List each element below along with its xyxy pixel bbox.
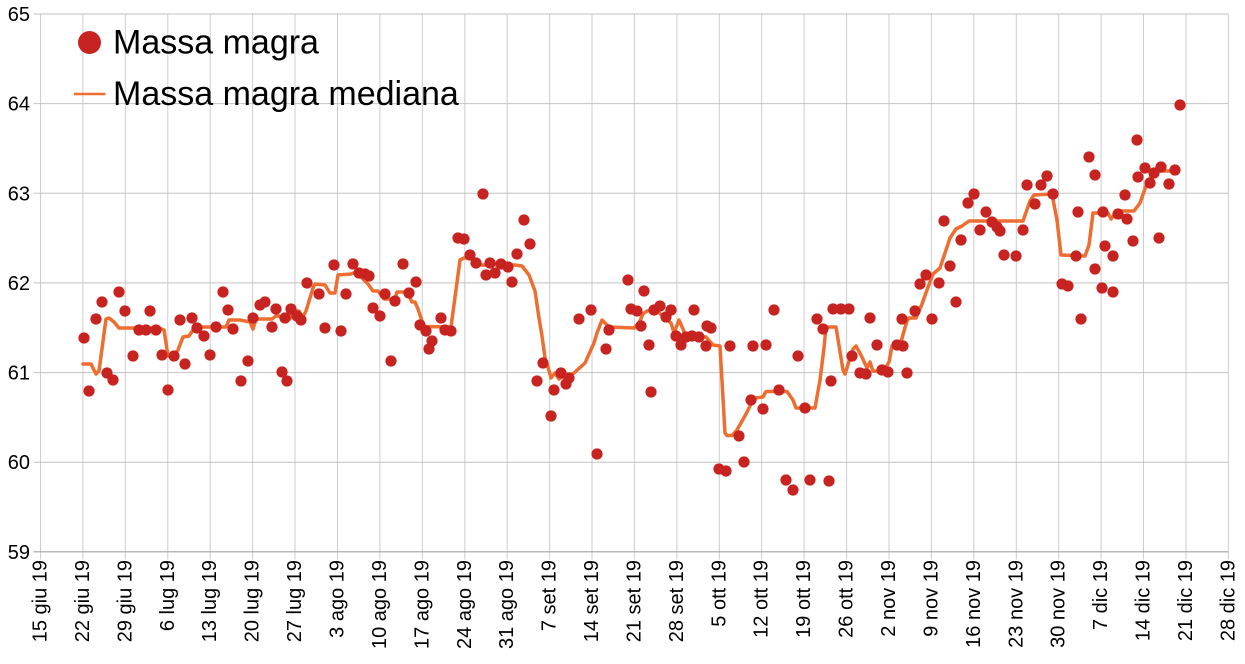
svg-text:24 ago 19: 24 ago 19: [454, 560, 476, 649]
svg-text:27 lug 19: 27 lug 19: [284, 560, 306, 642]
svg-text:17 ago 19: 17 ago 19: [411, 560, 433, 649]
svg-text:29 giu 19: 29 giu 19: [114, 560, 136, 642]
svg-text:21 set 19: 21 set 19: [623, 560, 645, 642]
svg-text:2 nov 19: 2 nov 19: [878, 560, 900, 637]
svg-text:26 ott 19: 26 ott 19: [836, 560, 858, 638]
svg-text:60: 60: [8, 452, 30, 474]
svg-text:14 set 19: 14 set 19: [581, 560, 603, 642]
svg-text:12 ott 19: 12 ott 19: [751, 560, 773, 638]
svg-text:23 nov 19: 23 nov 19: [1005, 560, 1027, 648]
svg-text:Massa magra: Massa magra: [113, 24, 319, 62]
svg-text:61: 61: [8, 363, 30, 385]
svg-text:65: 65: [8, 4, 30, 26]
svg-text:21 dic 19: 21 dic 19: [1175, 560, 1197, 641]
svg-text:64: 64: [8, 94, 30, 116]
svg-text:59: 59: [8, 542, 30, 564]
svg-text:15 giu 19: 15 giu 19: [30, 560, 52, 642]
svg-text:19 ott 19: 19 ott 19: [793, 560, 815, 638]
svg-text:30 nov 19: 30 nov 19: [1048, 560, 1070, 648]
svg-text:9 nov 19: 9 nov 19: [920, 560, 942, 637]
svg-text:14 dic 19: 14 dic 19: [1133, 560, 1155, 641]
svg-text:20 lug 19: 20 lug 19: [242, 560, 264, 642]
svg-text:5 ott 19: 5 ott 19: [708, 560, 730, 627]
svg-text:13 lug 19: 13 lug 19: [199, 560, 221, 642]
svg-text:Massa magra mediana: Massa magra mediana: [113, 75, 459, 113]
svg-text:10 ago 19: 10 ago 19: [369, 560, 391, 649]
svg-text:22 giu 19: 22 giu 19: [72, 560, 94, 642]
svg-text:28 set 19: 28 set 19: [666, 560, 688, 642]
svg-text:28 dic 19: 28 dic 19: [1217, 560, 1239, 641]
svg-text:3 ago 19: 3 ago 19: [327, 560, 349, 638]
svg-text:63: 63: [8, 183, 30, 205]
svg-text:6 lug 19: 6 lug 19: [157, 560, 179, 631]
svg-text:7 set 19: 7 set 19: [539, 560, 561, 631]
svg-text:16 nov 19: 16 nov 19: [963, 560, 985, 648]
svg-text:7 dic 19: 7 dic 19: [1090, 560, 1112, 630]
svg-text:31 ago 19: 31 ago 19: [496, 560, 518, 649]
svg-text:62: 62: [8, 273, 30, 295]
